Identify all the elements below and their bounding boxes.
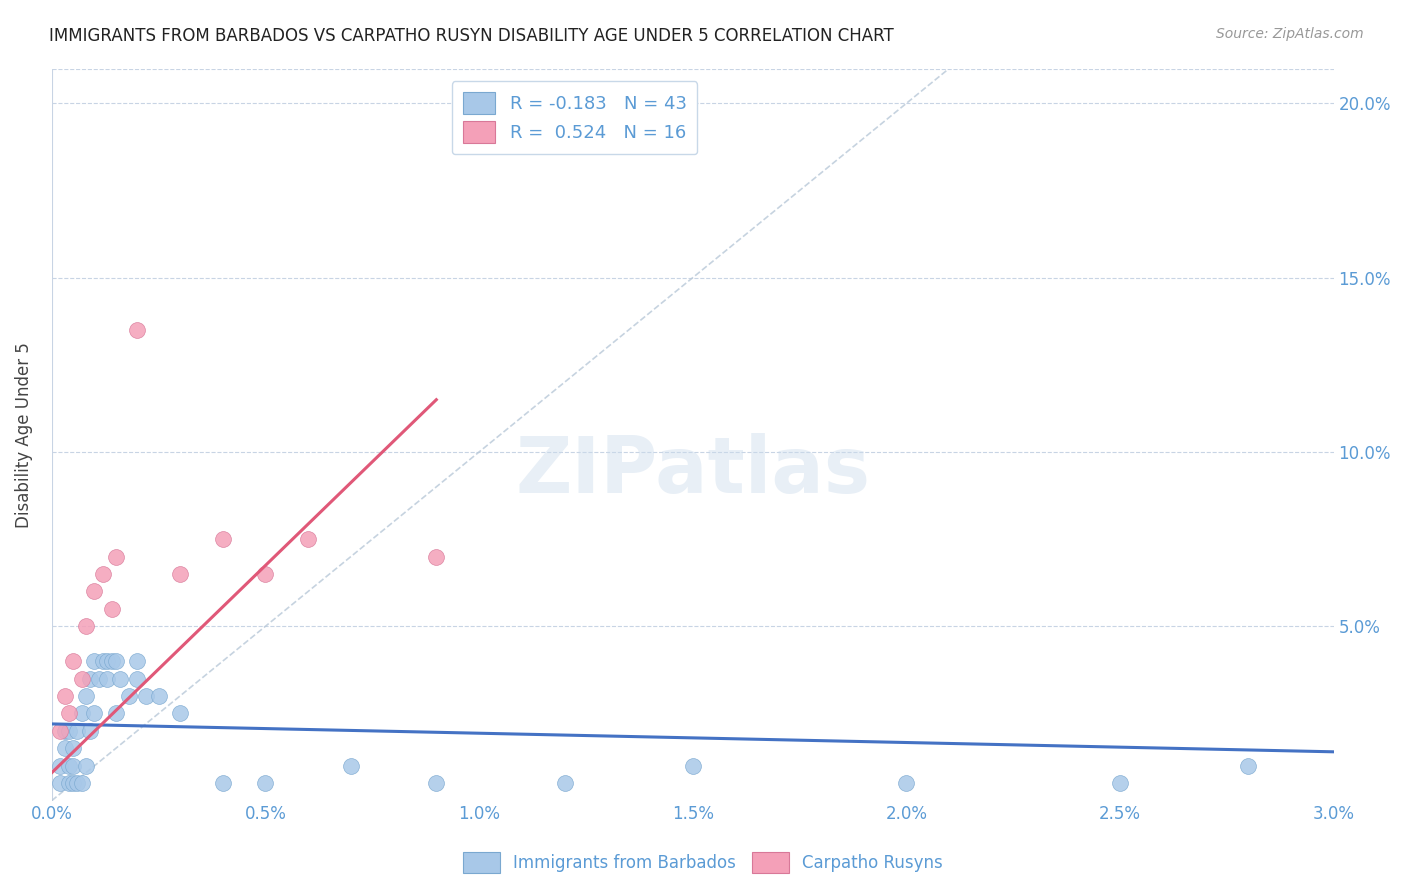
Point: [100, 654, 122, 668]
Point: [96, 654, 118, 668]
Point: [254, 776, 277, 790]
Point: [62, 776, 84, 790]
Point: [135, 689, 157, 703]
Point: [297, 532, 319, 546]
Text: ZIPatlas: ZIPatlas: [515, 434, 870, 509]
Point: [62, 758, 84, 772]
Point: [1237, 758, 1260, 772]
Point: [83, 706, 105, 721]
Point: [96, 672, 118, 686]
Point: [682, 758, 704, 772]
Point: [75, 689, 97, 703]
Point: [896, 776, 918, 790]
Point: [58, 776, 80, 790]
Point: [53, 689, 76, 703]
Point: [91, 654, 114, 668]
Point: [70, 706, 93, 721]
Point: [53, 723, 76, 738]
Point: [169, 567, 191, 582]
Point: [83, 654, 105, 668]
Point: [79, 723, 101, 738]
Point: [127, 654, 149, 668]
Point: [75, 758, 97, 772]
Point: [1109, 776, 1132, 790]
Y-axis label: Disability Age Under 5: Disability Age Under 5: [15, 342, 32, 527]
Point: [49, 758, 72, 772]
Point: [340, 758, 363, 772]
Point: [49, 723, 72, 738]
Point: [87, 672, 110, 686]
Point: [66, 776, 89, 790]
Point: [148, 689, 170, 703]
Legend: R = -0.183   N = 43, R =  0.524   N = 16: R = -0.183 N = 43, R = 0.524 N = 16: [451, 81, 697, 154]
Point: [62, 741, 84, 756]
Point: [58, 723, 80, 738]
Text: IMMIGRANTS FROM BARBADOS VS CARPATHO RUSYN DISABILITY AGE UNDER 5 CORRELATION CH: IMMIGRANTS FROM BARBADOS VS CARPATHO RUS…: [49, 27, 894, 45]
Point: [49, 776, 72, 790]
Point: [58, 758, 80, 772]
Point: [79, 672, 101, 686]
Point: [127, 672, 149, 686]
Point: [104, 549, 127, 564]
Legend: Immigrants from Barbados, Carpatho Rusyns: Immigrants from Barbados, Carpatho Rusyn…: [456, 846, 950, 880]
Point: [425, 776, 447, 790]
Point: [75, 619, 97, 633]
Text: Source: ZipAtlas.com: Source: ZipAtlas.com: [1216, 27, 1364, 41]
Point: [169, 706, 191, 721]
Point: [211, 532, 233, 546]
Point: [70, 672, 93, 686]
Point: [425, 549, 447, 564]
Point: [70, 776, 93, 790]
Point: [91, 567, 114, 582]
Point: [553, 776, 575, 790]
Point: [83, 584, 105, 599]
Point: [254, 567, 277, 582]
Point: [58, 706, 80, 721]
Point: [66, 723, 89, 738]
Point: [108, 672, 131, 686]
Point: [127, 323, 149, 337]
Point: [104, 706, 127, 721]
Point: [104, 654, 127, 668]
Point: [53, 741, 76, 756]
Point: [62, 654, 84, 668]
Point: [211, 776, 233, 790]
Point: [100, 602, 122, 616]
Point: [118, 689, 141, 703]
